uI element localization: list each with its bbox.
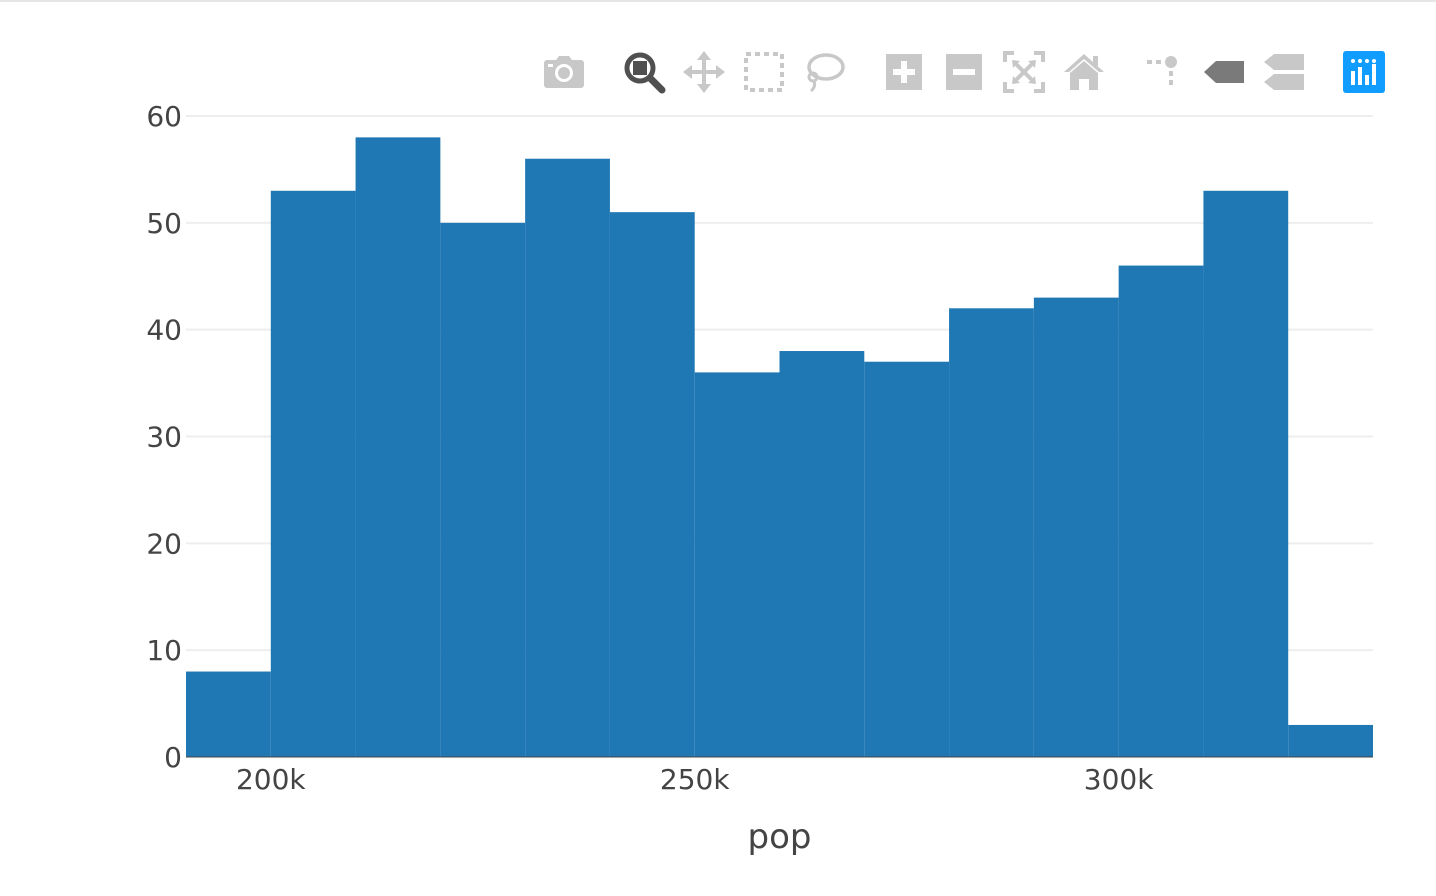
box-select-icon <box>744 52 784 92</box>
histogram-bar[interactable] <box>1288 724 1373 757</box>
x-axis-ticks: 200k 250k 300k <box>236 763 1154 796</box>
histogram-bar[interactable] <box>1033 297 1119 757</box>
download-plot-icon <box>544 56 584 88</box>
histogram-bar[interactable] <box>355 137 441 757</box>
zoom-out-button[interactable] <box>940 48 988 96</box>
histogram-bar[interactable] <box>440 222 526 758</box>
zoom-out-icon <box>946 54 982 90</box>
plotly-logo-icon <box>1343 51 1385 93</box>
zoom-in-icon <box>886 54 922 90</box>
hover-closest-button[interactable] <box>1200 48 1248 96</box>
hover-closest-icon <box>1204 61 1244 83</box>
y-axis-ticks: 0 10 20 30 40 50 60 <box>146 100 182 774</box>
modebar <box>0 48 1436 96</box>
y-tick-label: 30 <box>146 421 182 454</box>
x-axis-title: pop <box>748 817 812 857</box>
histogram-bars[interactable] <box>186 137 1373 758</box>
autoscale-icon <box>1003 51 1045 93</box>
pan-button[interactable] <box>680 48 728 96</box>
x-tick-label: 250k <box>660 763 730 796</box>
toggle-spike-lines-icon <box>1147 56 1177 85</box>
reset-axes-button[interactable] <box>1060 48 1108 96</box>
histogram-bar[interactable] <box>1203 190 1289 758</box>
histogram-bar[interactable] <box>525 158 610 757</box>
x-tick-label: 200k <box>236 763 306 796</box>
box-select-button[interactable] <box>740 48 788 96</box>
lasso-select-icon <box>807 53 845 93</box>
y-tick-label: 10 <box>146 634 182 667</box>
histogram-bar[interactable] <box>779 351 865 757</box>
histogram-bar[interactable] <box>864 361 950 757</box>
histogram-bar[interactable] <box>694 372 780 757</box>
lasso-select-button[interactable] <box>800 48 848 96</box>
plotly-logo-button[interactable] <box>1340 48 1388 96</box>
y-tick-label: 0 <box>164 741 182 774</box>
zoom-icon <box>624 52 666 94</box>
download-plot-button[interactable] <box>540 48 588 96</box>
histogram-bar[interactable] <box>609 212 695 757</box>
zoom-button[interactable] <box>620 48 668 96</box>
histogram-bar[interactable] <box>1118 265 1204 757</box>
histogram-bar[interactable] <box>186 671 271 757</box>
y-tick-label: 40 <box>146 314 182 347</box>
reset-axes-icon <box>1064 54 1104 90</box>
histogram-bar[interactable] <box>949 308 1034 757</box>
hover-compare-button[interactable] <box>1260 48 1308 96</box>
toggle-spike-lines-button[interactable] <box>1140 48 1188 96</box>
pan-icon <box>683 51 725 93</box>
y-tick-label: 60 <box>146 100 182 133</box>
histogram-bar[interactable] <box>270 190 356 758</box>
y-tick-label: 20 <box>146 527 182 560</box>
autoscale-button[interactable] <box>1000 48 1048 96</box>
hover-compare-icon <box>1264 54 1304 90</box>
y-tick-label: 50 <box>146 207 182 240</box>
zoom-in-button[interactable] <box>880 48 928 96</box>
x-tick-label: 300k <box>1084 763 1154 796</box>
